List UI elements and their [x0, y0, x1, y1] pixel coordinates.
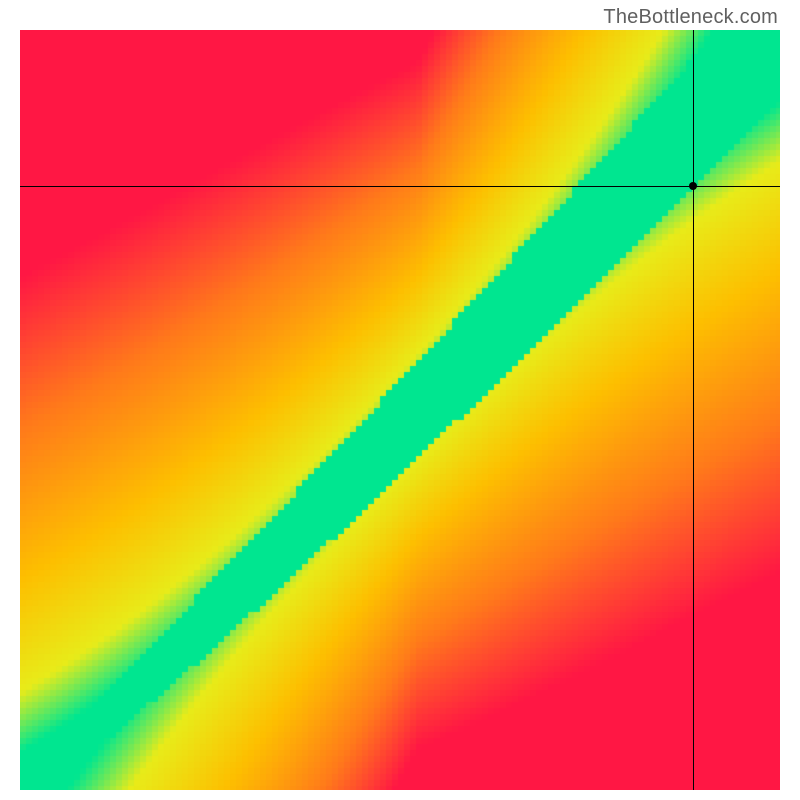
crosshair-horizontal: [20, 186, 780, 187]
crosshair-marker: [689, 182, 697, 190]
heatmap-plot: [20, 30, 780, 790]
crosshair-vertical: [693, 30, 694, 790]
heatmap-canvas: [20, 30, 780, 790]
watermark-text: TheBottleneck.com: [603, 6, 778, 29]
